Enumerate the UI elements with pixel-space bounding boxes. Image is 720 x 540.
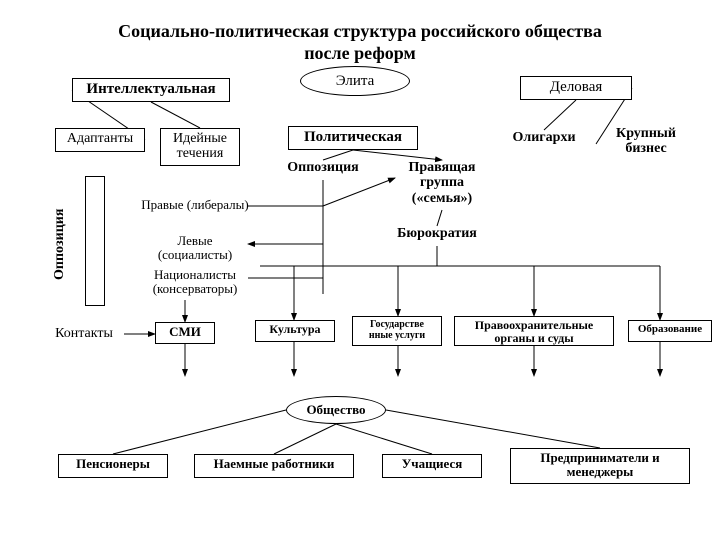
node-pravye: Правые (либералы) [140, 198, 250, 232]
node-polit: Политическая [288, 126, 418, 150]
node-pred: Предприниматели и менеджеры [510, 448, 690, 484]
node-gos: Государстве нные услуги [352, 316, 442, 346]
node-oppoz: Оппозиция [278, 160, 368, 180]
node-obraz: Образование [628, 320, 712, 342]
node-title2: после реформ [72, 44, 648, 64]
node-burok: Бюрократия [382, 226, 492, 246]
node-uch: Учащиеся [382, 454, 482, 478]
node-delov: Деловая [520, 76, 632, 100]
node-soc: Общество [286, 396, 386, 424]
node-opplab: Оппозиция [52, 160, 70, 280]
node-levye: Левые (социалисты) [140, 234, 250, 268]
node-intell: Интеллектуальная [72, 78, 230, 102]
node-prav_grp: Правящая группа («семья») [392, 160, 492, 210]
node-title1: Социально-политическая структура российс… [72, 22, 648, 42]
node-smi: СМИ [155, 322, 215, 344]
node-kontakty: Контакты [44, 326, 124, 344]
node-adapt: Адаптанты [55, 128, 145, 152]
node-oppbar [85, 176, 105, 306]
node-pravo: Правоохранительные органы и суды [454, 316, 614, 346]
node-olig: Олигархи [504, 130, 584, 150]
node-nacion: Националисты (консерваторы) [130, 268, 260, 302]
node-idein: Идейные течения [160, 128, 240, 166]
node-krup: Крупный бизнес [596, 126, 696, 162]
node-naem: Наемные работники [194, 454, 354, 478]
node-pens: Пенсионеры [58, 454, 168, 478]
node-elite: Элита [300, 66, 410, 96]
node-kult: Культура [255, 320, 335, 342]
